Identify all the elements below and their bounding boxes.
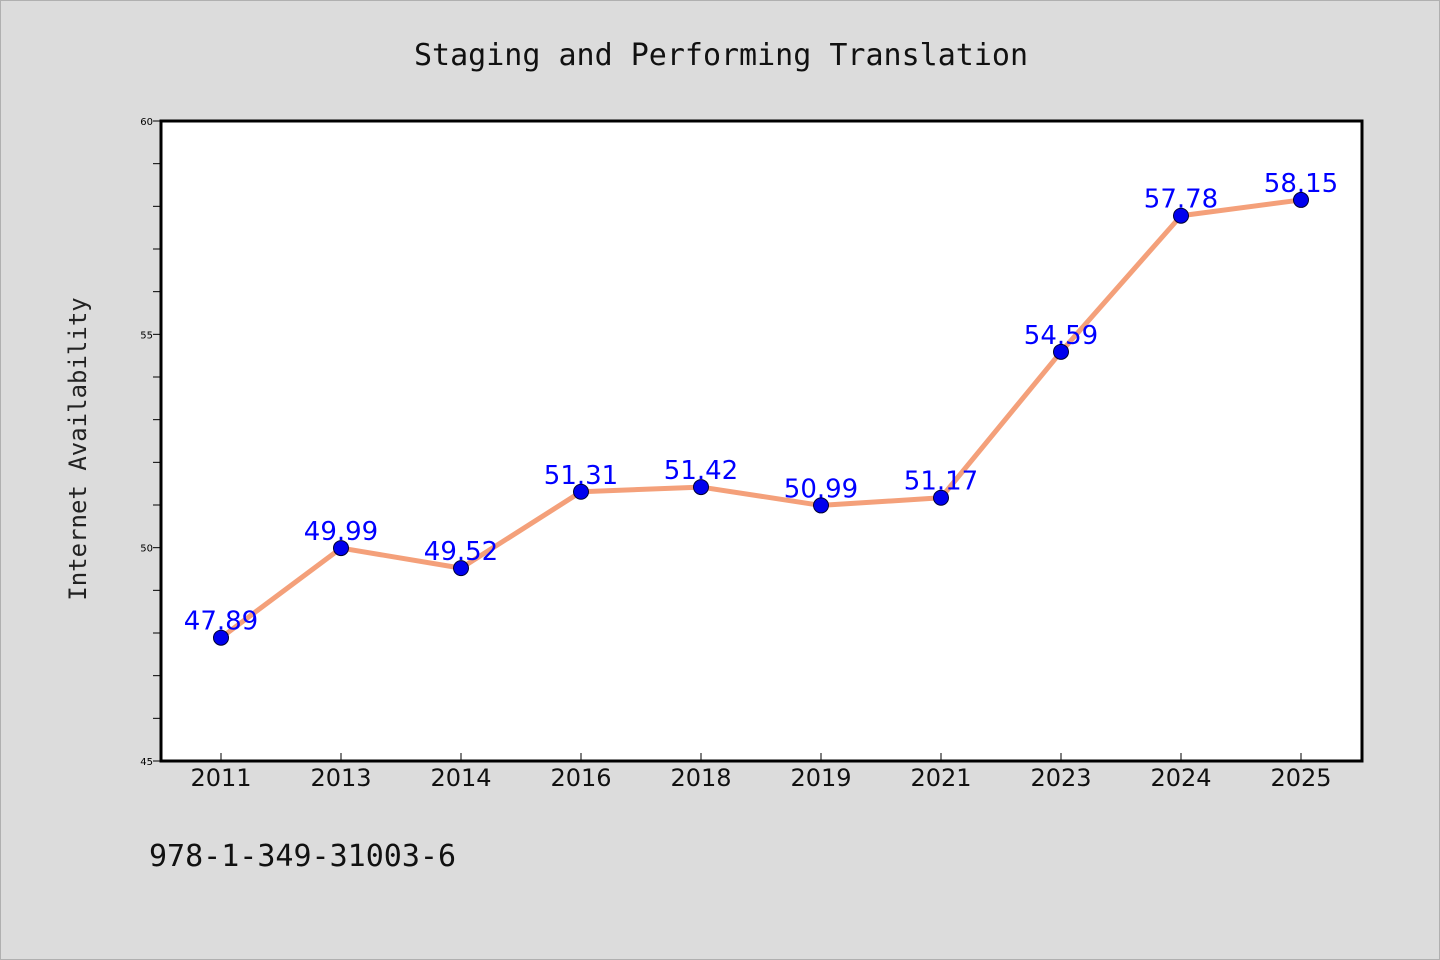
data-point xyxy=(933,489,949,506)
data-labels: 47.89 49.99 49.52 51.31 51.42 50.99 51.17 54.59… xyxy=(184,169,1338,637)
data-point xyxy=(213,629,229,646)
data-point xyxy=(1173,207,1189,224)
data-label: 51.42 xyxy=(664,456,738,486)
data-label: 51.31 xyxy=(544,461,618,491)
y-tick-label: 45 xyxy=(140,757,153,768)
data-point xyxy=(1293,191,1309,208)
data-label: 50.99 xyxy=(784,474,858,504)
x-tick-label: 2018 xyxy=(670,764,731,792)
x-tick-label: 2013 xyxy=(310,764,371,792)
data-label: 49.99 xyxy=(304,517,378,547)
data-point xyxy=(333,540,349,557)
x-tick-label: 2023 xyxy=(1030,764,1091,792)
data-point xyxy=(813,497,829,514)
data-label: 54.59 xyxy=(1024,321,1098,351)
y-tick-label: 55 xyxy=(140,330,153,341)
chart-title: Staging and Performing Translation xyxy=(414,38,1028,73)
data-point xyxy=(453,560,469,577)
x-tick-label: 2021 xyxy=(910,764,971,792)
data-label: 49.52 xyxy=(424,537,498,567)
series-markers xyxy=(213,191,1309,646)
x-tick-label: 2016 xyxy=(550,764,611,792)
x-tick-label: 2025 xyxy=(1270,764,1331,792)
footer-note: 978-1-349-31003-6 xyxy=(149,839,456,874)
y-axis-label: Internet Availability xyxy=(64,297,92,600)
x-tick-label: 2024 xyxy=(1150,764,1211,792)
data-label: 58.15 xyxy=(1264,169,1338,199)
data-label: 47.89 xyxy=(184,607,258,637)
data-label: 51.17 xyxy=(904,467,978,497)
y-axis-ticks: 45 50 55 60 xyxy=(140,117,161,768)
series-line-group xyxy=(218,197,1304,641)
y-tick-label: 60 xyxy=(140,117,153,128)
y-tick-label: 50 xyxy=(140,544,153,555)
data-point xyxy=(573,483,589,500)
data-point xyxy=(693,479,709,496)
data-label: 57.78 xyxy=(1144,185,1218,215)
x-tick-label: 2019 xyxy=(790,764,851,792)
x-tick-label: 2014 xyxy=(430,764,491,792)
x-tick-label: 2011 xyxy=(190,764,251,792)
series-line xyxy=(218,197,1304,641)
plot-area xyxy=(159,119,1364,763)
x-axis-ticks: 2011 2013 2014 2016 2018 2019 2021 2023 2024 2025 xyxy=(190,753,1332,792)
data-point xyxy=(1053,343,1069,360)
